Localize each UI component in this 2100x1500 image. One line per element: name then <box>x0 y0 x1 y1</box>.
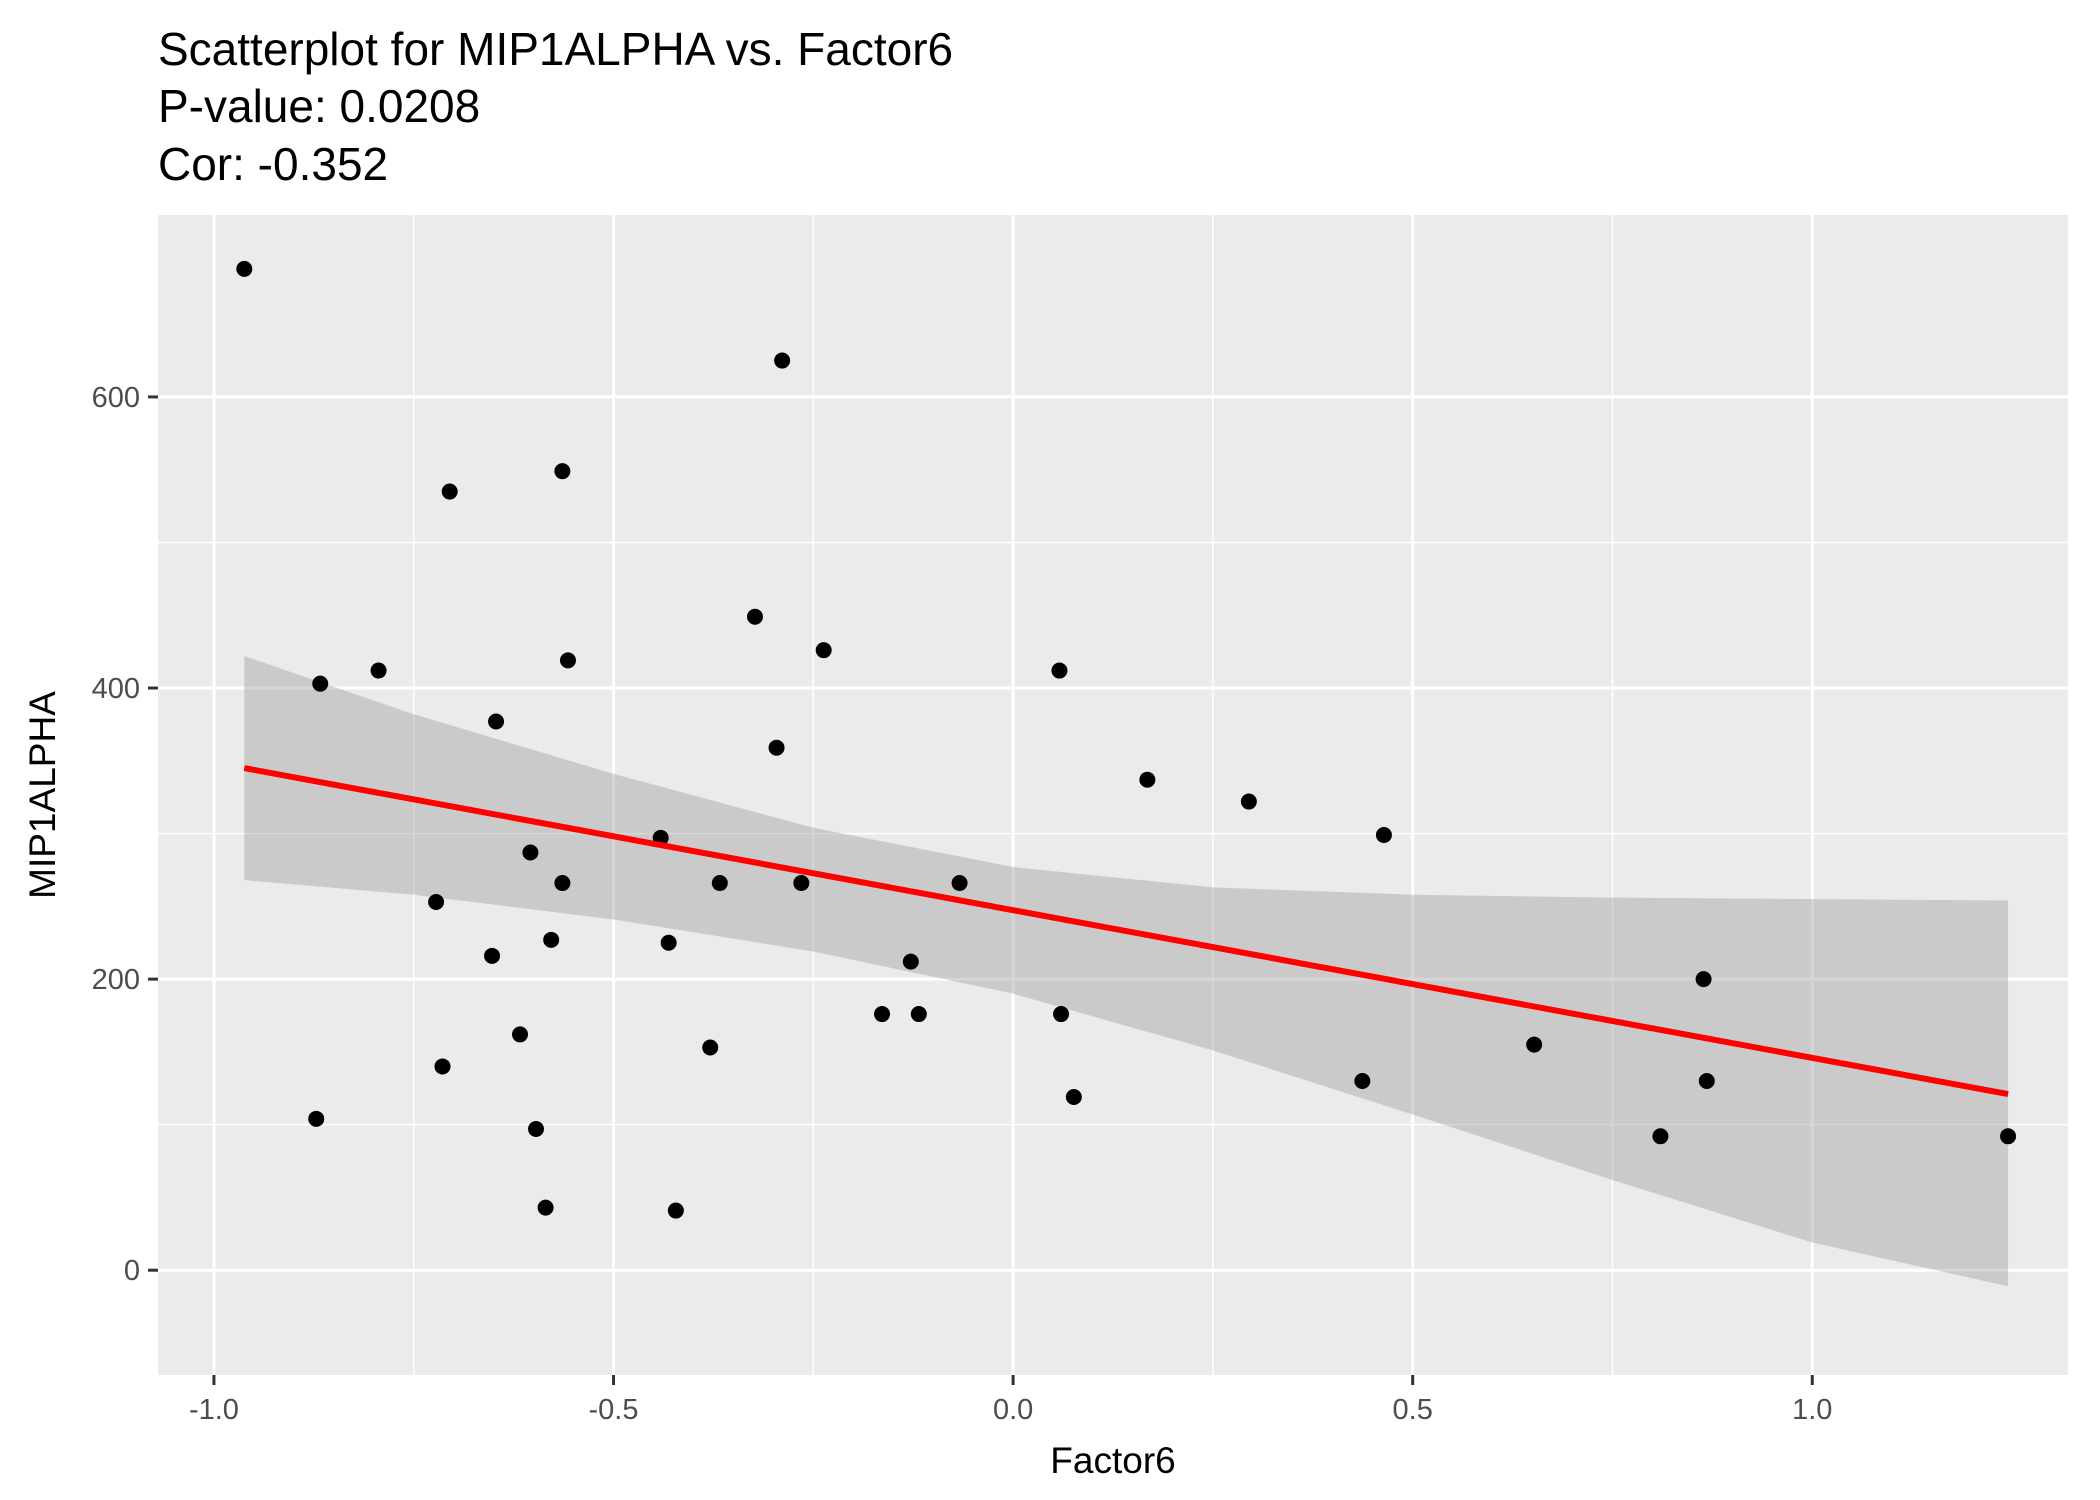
data-point <box>951 875 968 892</box>
plot-panel <box>158 215 2068 1375</box>
data-point <box>1698 1072 1715 1089</box>
data-point <box>434 1058 451 1075</box>
data-point <box>537 1199 554 1216</box>
data-point <box>711 875 728 892</box>
data-point <box>554 463 571 480</box>
data-point <box>660 934 677 951</box>
y-axis: 0 200 400 600 <box>92 382 158 1287</box>
x-tick-label: 0.5 <box>1393 1394 1433 1426</box>
data-point <box>528 1121 545 1138</box>
data-point <box>488 713 505 730</box>
x-tick-label: -1.0 <box>189 1394 239 1426</box>
data-point <box>312 675 329 692</box>
data-point <box>746 608 763 625</box>
data-point <box>1240 793 1257 810</box>
y-axis-title: MIP1ALPHA <box>22 691 63 899</box>
chart-subtitle-pvalue: P-value: 0.0208 <box>158 80 481 132</box>
y-tick-label: 0 <box>124 1255 140 1287</box>
data-point <box>910 1006 927 1023</box>
data-point <box>815 642 832 659</box>
data-point <box>522 844 539 861</box>
data-point <box>484 947 501 964</box>
data-point <box>1375 827 1392 844</box>
data-point <box>1139 771 1156 788</box>
data-point <box>428 893 445 910</box>
x-tick-label: -0.5 <box>589 1394 639 1426</box>
data-point <box>702 1039 719 1056</box>
regression-line <box>243 765 2009 1098</box>
data-point <box>1695 971 1712 988</box>
data-point <box>667 1202 684 1219</box>
data-point <box>512 1026 529 1043</box>
data-point <box>308 1110 325 1127</box>
data-point <box>1053 1006 1070 1023</box>
y-tick-label: 400 <box>92 673 140 705</box>
data-point <box>1065 1089 1082 1106</box>
x-tick-label: 1.0 <box>1792 1394 1832 1426</box>
data-point <box>768 739 785 756</box>
data-point <box>236 260 253 277</box>
x-axis-title: Factor6 <box>1050 1440 1175 1481</box>
data-point <box>1354 1072 1371 1089</box>
chart-title: Scatterplot for MIP1ALPHA vs. Factor6 <box>158 23 954 75</box>
data-point <box>1526 1036 1543 1053</box>
chart-subtitle-correlation: Cor: -0.352 <box>158 138 389 190</box>
y-tick-label: 600 <box>92 382 140 414</box>
data-point <box>2000 1128 2017 1145</box>
major-gridlines <box>158 215 2068 1375</box>
data-point <box>559 652 576 669</box>
y-tick-label: 200 <box>92 964 140 996</box>
x-tick-label: 0.0 <box>993 1394 1033 1426</box>
data-point <box>774 352 791 369</box>
data-point <box>554 875 571 892</box>
minor-gridlines <box>158 215 2068 1375</box>
data-points <box>236 260 2017 1219</box>
data-point <box>441 483 458 500</box>
x-axis: -1.0 -0.5 0.0 0.5 1.0 <box>189 1375 1832 1426</box>
data-point <box>1051 662 1068 679</box>
data-point <box>543 931 560 948</box>
data-point <box>793 875 810 892</box>
data-point <box>370 662 387 679</box>
data-point <box>874 1006 891 1023</box>
data-point <box>1652 1128 1669 1145</box>
data-point <box>902 953 919 970</box>
confidence-band <box>244 656 2009 1287</box>
